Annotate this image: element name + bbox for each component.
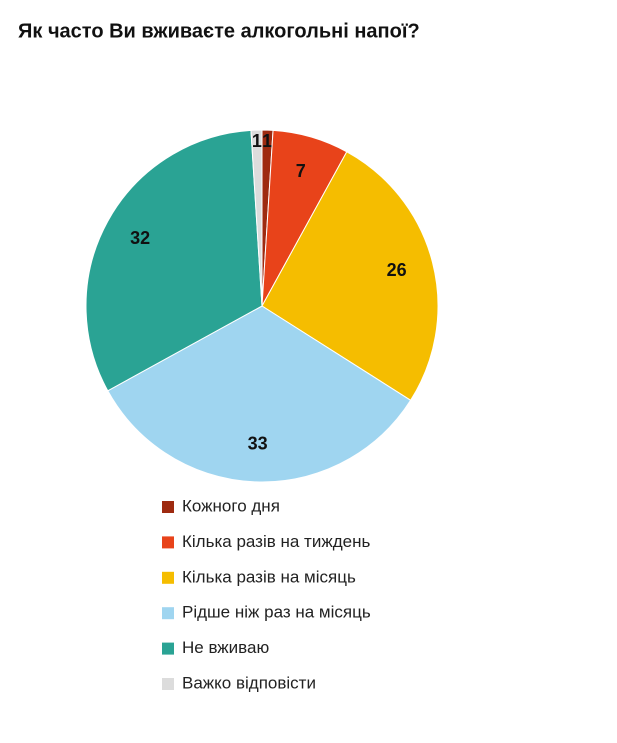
data-label: 33: [248, 434, 268, 454]
legend-label: Не вживаю: [182, 638, 269, 657]
chart-title: Як часто Ви вживаєте алкогольні напої?: [18, 20, 420, 42]
legend-label: Важко відповісти: [182, 673, 316, 692]
pie-slice: [250, 129, 263, 307]
legend-swatch: [162, 536, 174, 549]
data-label: 1: [252, 131, 262, 151]
legend-swatch: [162, 571, 174, 584]
legend-swatch: [162, 678, 174, 690]
data-label: 7: [296, 161, 306, 181]
pie-slice: [107, 305, 412, 483]
legend-label: Кілька разів на тиждень: [182, 532, 370, 551]
legend-label: Кілька разів на місяць: [182, 567, 356, 586]
legend-label: Рідше ніж раз на місяць: [182, 603, 371, 622]
data-label: 26: [387, 260, 407, 280]
legend-label: Кожного дня: [182, 496, 280, 515]
pie-slice: [261, 151, 439, 401]
legend-swatch: [162, 607, 174, 620]
data-label: 1: [262, 131, 272, 151]
data-label: 32: [130, 228, 150, 248]
pie-slice: [85, 129, 263, 392]
legend-swatch: [162, 642, 174, 655]
legend-swatch: [162, 501, 174, 513]
